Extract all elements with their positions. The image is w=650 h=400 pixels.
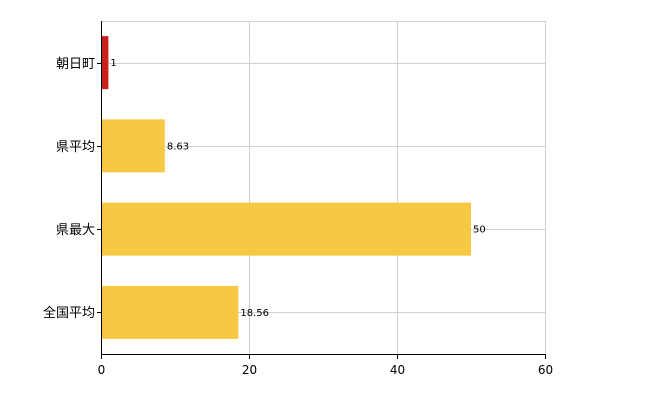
data-label: 1: [110, 58, 116, 69]
category-label: 県平均: [56, 140, 95, 155]
bars: [101, 36, 471, 339]
x-tick-label: 40: [390, 363, 405, 377]
bar: [101, 285, 239, 339]
data-label: 50: [473, 225, 486, 236]
axes: [97, 21, 546, 359]
category-label: 全国平均: [43, 305, 95, 321]
bar: [101, 202, 471, 256]
x-tick-label: 0: [98, 363, 106, 377]
x-tick-label: 20: [242, 363, 257, 377]
data-label: 8.63: [167, 141, 189, 152]
bar: [101, 119, 165, 173]
bar: [101, 36, 109, 90]
data-label: 18.56: [240, 308, 269, 319]
x-tick-label: 60: [538, 363, 553, 377]
category-label: 朝日町: [56, 57, 95, 72]
category-label: 県最大: [56, 223, 95, 238]
